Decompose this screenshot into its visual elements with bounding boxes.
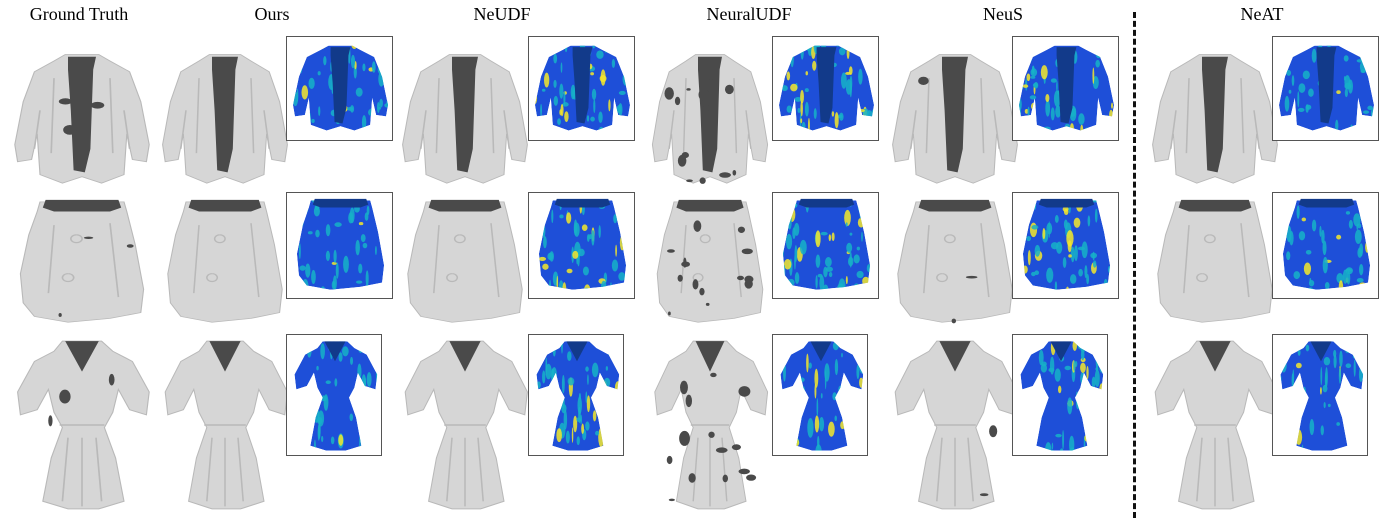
error-map-dress xyxy=(1272,334,1368,456)
column-header-neat: NeAT xyxy=(1240,4,1284,24)
mesh-render-dress xyxy=(160,336,290,514)
error-map-dress xyxy=(1012,334,1108,456)
mesh-render-dress xyxy=(12,336,152,514)
column-header-neus: NeuS xyxy=(983,4,1023,24)
mesh-render-skirt xyxy=(160,196,290,332)
mesh-render-skirt xyxy=(12,196,152,332)
mesh-render-skirt xyxy=(400,196,530,332)
mesh-render-jacket xyxy=(160,46,290,196)
error-map-jacket xyxy=(528,36,635,141)
dashed-separator xyxy=(1133,12,1136,518)
mesh-render-dress xyxy=(890,336,1020,514)
error-map-skirt xyxy=(772,192,879,299)
mesh-render-jacket xyxy=(1150,46,1280,196)
column-header-neudf: NeUDF xyxy=(473,4,531,24)
error-map-dress xyxy=(528,334,624,456)
mesh-render-jacket xyxy=(650,46,770,196)
mesh-render-dress xyxy=(1150,336,1280,514)
mesh-render-skirt xyxy=(890,196,1020,332)
mesh-render-dress xyxy=(650,336,770,514)
column-header-neuraludf: NeuralUDF xyxy=(706,4,792,24)
mesh-render-skirt xyxy=(650,196,770,332)
error-map-jacket xyxy=(1012,36,1119,141)
error-map-dress xyxy=(772,334,868,456)
column-header-ground-truth: Ground Truth xyxy=(29,4,129,24)
mesh-render-dress xyxy=(400,336,530,514)
error-map-skirt xyxy=(1012,192,1119,299)
error-map-skirt xyxy=(286,192,393,299)
mesh-render-skirt xyxy=(1150,196,1280,332)
error-map-jacket xyxy=(286,36,393,141)
mesh-render-jacket xyxy=(400,46,530,196)
column-header-ours: Ours xyxy=(254,4,290,24)
error-map-jacket xyxy=(1272,36,1379,141)
mesh-render-jacket xyxy=(890,46,1020,196)
error-map-skirt xyxy=(1272,192,1379,299)
mesh-render-jacket xyxy=(12,46,152,196)
error-map-skirt xyxy=(528,192,635,299)
error-map-jacket xyxy=(772,36,879,141)
error-map-dress xyxy=(286,334,382,456)
